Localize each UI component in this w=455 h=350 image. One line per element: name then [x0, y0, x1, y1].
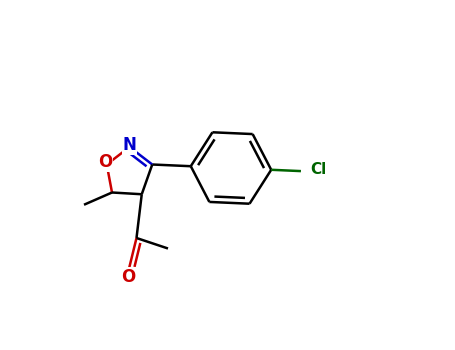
Text: N: N: [122, 136, 136, 154]
Text: O: O: [121, 268, 135, 286]
Text: Cl: Cl: [311, 162, 327, 177]
Text: O: O: [98, 153, 112, 171]
